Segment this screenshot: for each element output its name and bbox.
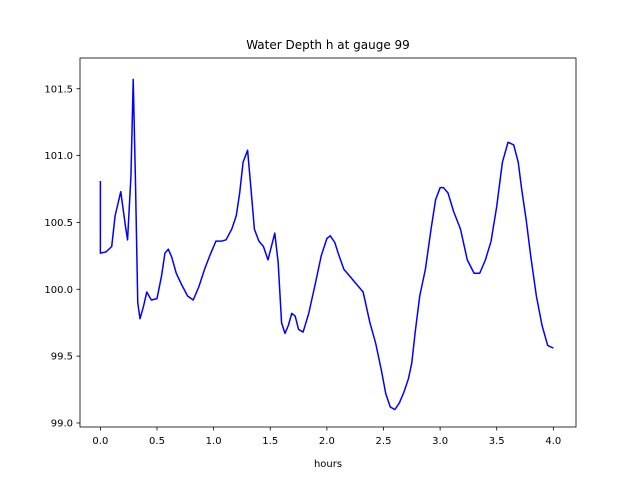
plot-background	[80, 58, 576, 427]
chart-title: Water Depth h at gauge 99	[246, 38, 410, 52]
y-tick-label: 101.0	[44, 151, 73, 162]
y-tick-label: 99.0	[51, 418, 73, 429]
x-tick-label: 0.5	[149, 436, 165, 447]
x-tick-label: 1.0	[206, 436, 222, 447]
x-tick-label: 2.5	[376, 436, 392, 447]
series-layer	[99, 78, 554, 411]
x-tick-label: 1.5	[262, 436, 278, 447]
x-tick-label: 0.0	[92, 436, 108, 447]
y-tick-label: 101.5	[44, 84, 73, 95]
x-tick-label: 3.0	[432, 436, 448, 447]
y-tick-label: 99.5	[51, 352, 73, 363]
plot-area	[80, 58, 576, 427]
series-line-0	[99, 78, 554, 411]
x-tick-label: 4.0	[545, 436, 561, 447]
axes-frame	[79, 57, 577, 428]
axes-layer: 0.0 0.5 1.0 1.5 2.0 2.5 3.0 3.5 4.0 99.0 99.5 100.0…	[44, 57, 577, 447]
x-tick-label: 2.0	[319, 436, 335, 447]
x-axis-title: hours	[314, 459, 342, 470]
x-tick-label: 3.5	[489, 436, 505, 447]
y-tick-label: 100.0	[44, 285, 73, 296]
y-tick-label: 100.5	[44, 218, 73, 229]
